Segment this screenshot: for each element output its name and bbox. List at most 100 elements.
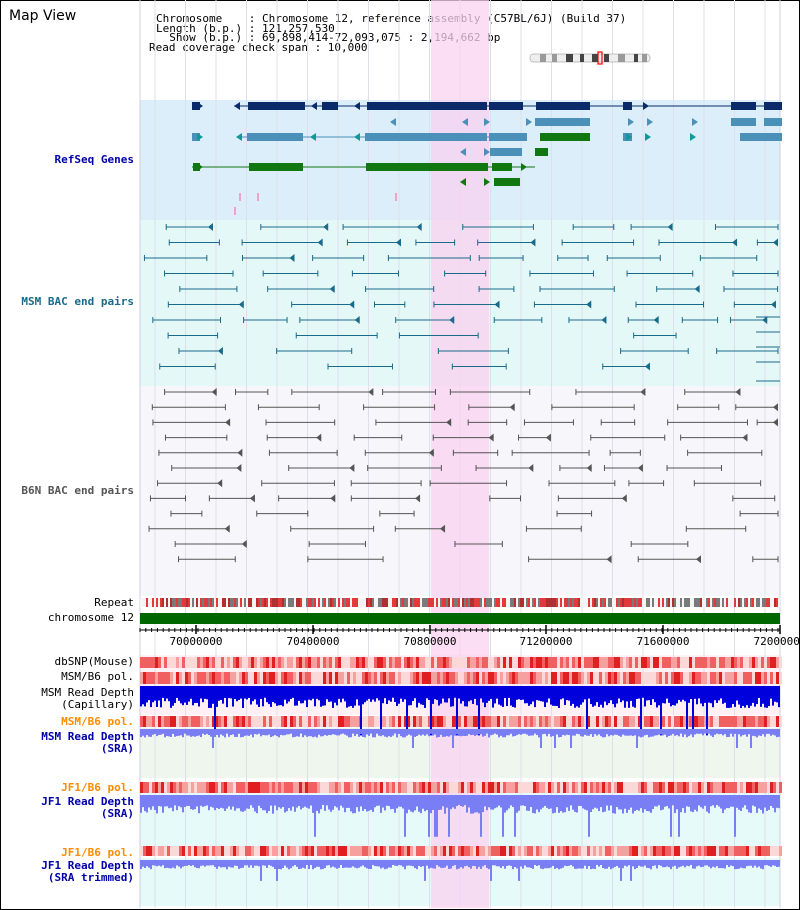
read-depth-bar <box>476 729 478 736</box>
read-depth-bar <box>176 860 178 866</box>
read-depth-bar <box>294 686 296 706</box>
heatmap-cell <box>659 657 662 668</box>
ideogram-band <box>618 54 625 62</box>
read-depth-bar <box>348 795 350 808</box>
heatmap-cell <box>482 782 485 793</box>
data-track-label[interactable]: MSM/B6 pol. <box>61 715 134 728</box>
heatmap-cell <box>155 782 158 793</box>
read-depth-bar <box>250 686 252 705</box>
heatmap-cell <box>689 782 692 793</box>
msm-bac-end-pairs-label[interactable]: MSM BAC end pairs <box>21 295 134 308</box>
data-track-label[interactable]: JF1 Read Depth (SRA trimmed) <box>41 859 134 884</box>
heatmap-cell <box>773 657 776 668</box>
heatmap-cell <box>221 716 224 727</box>
heatmap-cell <box>668 716 671 727</box>
heatmap-cell <box>440 782 443 793</box>
bac-end-marker <box>488 433 494 442</box>
read-depth-bar <box>496 860 498 867</box>
heatmap-cell <box>239 657 242 668</box>
heatmap-cell <box>299 657 302 668</box>
read-depth-bar <box>708 860 710 867</box>
read-depth-bar <box>340 860 342 866</box>
heatmap-cell <box>566 672 569 684</box>
read-depth-bar <box>304 729 306 736</box>
read-depth-bar <box>236 795 238 809</box>
repeat-segment <box>374 598 376 607</box>
heatmap-cell <box>224 846 227 856</box>
data-track-label[interactable]: JF1/B6 pol. <box>61 846 134 859</box>
read-depth-bar <box>660 795 662 811</box>
read-depth-bar <box>664 686 666 704</box>
read-depth-bar <box>582 729 584 737</box>
read-depth-bar <box>586 860 588 869</box>
heatmap-cell <box>284 782 287 793</box>
read-depth-bar <box>200 795 202 806</box>
heatmap-cell <box>716 846 719 856</box>
heatmap-cell <box>569 716 572 727</box>
read-depth-bar <box>714 729 716 735</box>
read-depth-bar <box>534 729 536 734</box>
read-depth-bar <box>538 686 540 701</box>
heatmap-cell <box>281 782 284 793</box>
read-depth-bar <box>312 686 314 699</box>
heatmap-cell <box>362 782 365 793</box>
read-depth-bar <box>676 860 678 869</box>
read-depth-bar <box>178 860 180 867</box>
heatmap-cell <box>614 657 617 668</box>
read-depth-bar <box>636 860 638 869</box>
read-depth-bar <box>672 686 674 706</box>
data-track-label[interactable]: MSM Read Depth (Capillary) <box>41 686 134 711</box>
heatmap-cell <box>368 846 371 856</box>
heatmap-cell <box>683 672 686 684</box>
read-depth-bar <box>256 860 258 866</box>
read-depth-bar <box>272 860 274 867</box>
read-depth-bar <box>500 860 502 868</box>
refseq-genes-label[interactable]: RefSeq Genes <box>54 153 134 166</box>
heatmap-cell <box>371 657 374 668</box>
read-depth-bar <box>282 860 284 869</box>
repeat-segment <box>198 598 200 607</box>
heatmap-cell <box>659 672 662 684</box>
heatmap-cell <box>530 657 533 668</box>
heatmap-cell <box>578 782 581 793</box>
heatmap-cell <box>326 716 329 727</box>
repeat-segment <box>740 598 742 607</box>
heatmap-cell <box>665 782 668 793</box>
b6n-bac-end-pairs-label[interactable]: B6N BAC end pairs <box>21 484 134 497</box>
heatmap-cell <box>518 782 521 793</box>
read-depth-bar <box>214 686 216 736</box>
repeat-segment <box>170 598 172 607</box>
read-depth-bar <box>272 686 274 703</box>
read-depth-bar <box>760 795 762 810</box>
read-depth-bar <box>698 729 700 734</box>
read-depth-bar <box>308 686 310 700</box>
repeat-segment <box>522 598 524 607</box>
heatmap-cell <box>515 657 518 668</box>
heatmap-cell <box>608 657 611 668</box>
data-track-label[interactable]: MSM/B6 pol. <box>61 670 134 683</box>
read-depth-bar <box>164 795 166 807</box>
repeat-segment <box>566 598 568 607</box>
repeat-segment <box>488 598 490 607</box>
read-depth-bar <box>450 686 452 707</box>
read-depth-bar <box>766 729 768 734</box>
repeat-segment <box>602 598 604 607</box>
gene-arrow <box>460 178 466 186</box>
data-track-label[interactable]: JF1 Read Depth (SRA) <box>41 795 134 820</box>
read-depth-bar <box>774 686 776 702</box>
repeat-segment <box>364 598 366 607</box>
data-track-label[interactable]: dbSNP(Mouse) <box>54 655 134 668</box>
read-depth-bar <box>644 729 646 736</box>
read-depth-bar <box>476 860 478 869</box>
heatmap-cell <box>359 657 362 668</box>
read-depth-bar <box>572 860 574 867</box>
heatmap-cell <box>548 657 551 668</box>
heatmap-cell <box>374 672 377 684</box>
heatmap-cell <box>425 782 428 793</box>
data-track-label[interactable]: MSM Read Depth (SRA) <box>41 730 134 755</box>
data-track-label[interactable]: JF1/B6 pol. <box>61 781 134 794</box>
read-depth-bar <box>336 729 338 736</box>
heatmap-cell <box>323 657 326 668</box>
heatmap-cell <box>479 846 482 856</box>
